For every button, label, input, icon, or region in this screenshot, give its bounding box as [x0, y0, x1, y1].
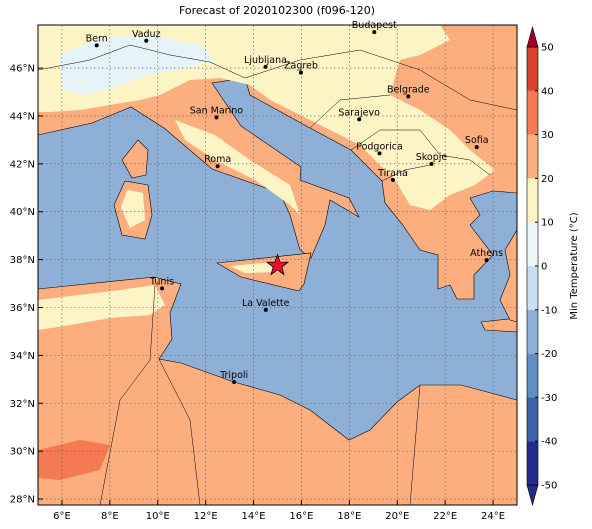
y-tick-label: 42°N — [10, 159, 35, 170]
city-label: Budapest — [352, 20, 397, 31]
city-label: Sarajevo — [338, 107, 380, 118]
map-title: Forecast of 2020102300 (f096-120) — [179, 4, 375, 17]
city-label: Tirana — [377, 168, 408, 179]
italy-warm — [175, 120, 300, 215]
map-frame — [37, 24, 518, 506]
colorbar-tick-label: 0 — [541, 262, 547, 273]
city-dot — [484, 258, 489, 263]
y-tick-label: 44°N — [10, 111, 35, 122]
colorbar-segment — [527, 90, 538, 135]
colorbar-tick-label: 50 — [541, 43, 554, 54]
city-label: Ljubljana — [244, 55, 287, 66]
corsica — [121, 139, 149, 179]
y-tick-label: 34°N — [10, 351, 35, 362]
city-label: Podgorica — [356, 141, 403, 152]
city-label: Belgrade — [387, 84, 430, 95]
colorbar-label: Min Temperature (°C) — [569, 212, 580, 319]
x-tick-label: 18°E — [337, 511, 361, 522]
colorbar: -50 -40 -30 -20 -10 0 10 20 30 40 50 Min Temperatur… — [526, 25, 580, 507]
city-dot — [406, 94, 411, 99]
y-tick-label: 46°N — [10, 64, 35, 75]
x-tick-label: 6°E — [53, 511, 71, 522]
colorbar-tick-label: -20 — [541, 349, 557, 360]
city-dot — [215, 164, 220, 169]
colorbar-tick-label: -10 — [541, 305, 557, 316]
x-tick-label: 20°E — [385, 511, 409, 522]
city-label: Tunis — [149, 276, 174, 287]
city-label: Athens — [470, 248, 503, 259]
city-label: Skopje — [416, 152, 448, 163]
city-dot — [263, 307, 268, 312]
cold-alps — [60, 35, 215, 95]
city-dot — [160, 286, 165, 291]
colorbar-tick-label: 30 — [541, 130, 554, 141]
city-label: Roma — [204, 154, 231, 165]
x-tick-label: 24°E — [481, 511, 505, 522]
city-dot — [357, 117, 362, 122]
city-label: San Marino — [190, 105, 243, 116]
location-star — [265, 253, 290, 276]
city-label: Tripoli — [219, 370, 248, 381]
colorbar-segment — [527, 134, 538, 179]
grid: 6°E 8°E 10°E 12°E 14°E 16°E 18°E 20°E 22°E 24°E 28… — [10, 25, 517, 522]
colorbar-extend-low — [526, 484, 539, 507]
city-dot — [144, 38, 149, 43]
colorbar-tick-label: 10 — [541, 218, 554, 229]
city-dot — [390, 177, 395, 182]
x-tick-label: 8°E — [101, 511, 119, 522]
y-tick-label: 36°N — [10, 303, 35, 314]
turkey-land — [499, 229, 517, 323]
y-tick-label: 32°N — [10, 399, 35, 410]
colorbar-tick-label: -40 — [541, 437, 557, 448]
x-tick-label: 10°E — [146, 511, 170, 522]
city-dot — [232, 379, 237, 384]
colorbar-segment — [527, 222, 538, 266]
africa-warm — [38, 285, 165, 330]
crete — [480, 317, 517, 333]
y-tick-label: 38°N — [10, 255, 35, 266]
x-tick-label: 14°E — [242, 511, 266, 522]
x-tick-label: 16°E — [289, 511, 313, 522]
y-tick-label: 30°N — [10, 447, 35, 458]
x-tick-label: 22°E — [433, 511, 457, 522]
colorbar-segment — [527, 441, 538, 485]
city-label: La Valette — [242, 298, 290, 309]
city-dot — [377, 151, 382, 156]
city-dot — [372, 30, 377, 35]
city-dot — [429, 161, 434, 166]
sardinia-warm — [121, 190, 145, 228]
colorbar-segment — [527, 178, 538, 223]
colorbar-segment — [527, 309, 538, 354]
colorbar-tick-label: 20 — [541, 174, 554, 185]
y-tick-label: 28°N — [10, 495, 35, 506]
city-label: Vaduz — [132, 29, 161, 40]
borders — [38, 44, 517, 505]
map-area — [38, 25, 517, 505]
city-label: Sofia — [465, 135, 489, 146]
x-tick-label: 12°E — [194, 511, 218, 522]
city-dot — [214, 115, 219, 120]
colorbar-segment — [527, 47, 538, 91]
colorbar-tick-label: -50 — [541, 481, 557, 492]
colorbar-tick-label: 40 — [541, 86, 554, 97]
city-dot — [263, 64, 268, 69]
city-label: Bern — [86, 33, 108, 44]
city-dot — [474, 145, 479, 150]
city-label: Zagreb — [284, 61, 318, 72]
colorbar-tick-label: -30 — [541, 393, 557, 404]
colorbar-segment — [527, 397, 538, 442]
city-dot — [94, 43, 99, 48]
city-dot — [298, 70, 303, 75]
hot-spot — [38, 440, 110, 480]
colorbar-segment — [527, 353, 538, 398]
y-tick-label: 40°N — [10, 207, 35, 218]
colorbar-segment — [527, 266, 538, 310]
colorbar-extend-high — [526, 25, 539, 48]
